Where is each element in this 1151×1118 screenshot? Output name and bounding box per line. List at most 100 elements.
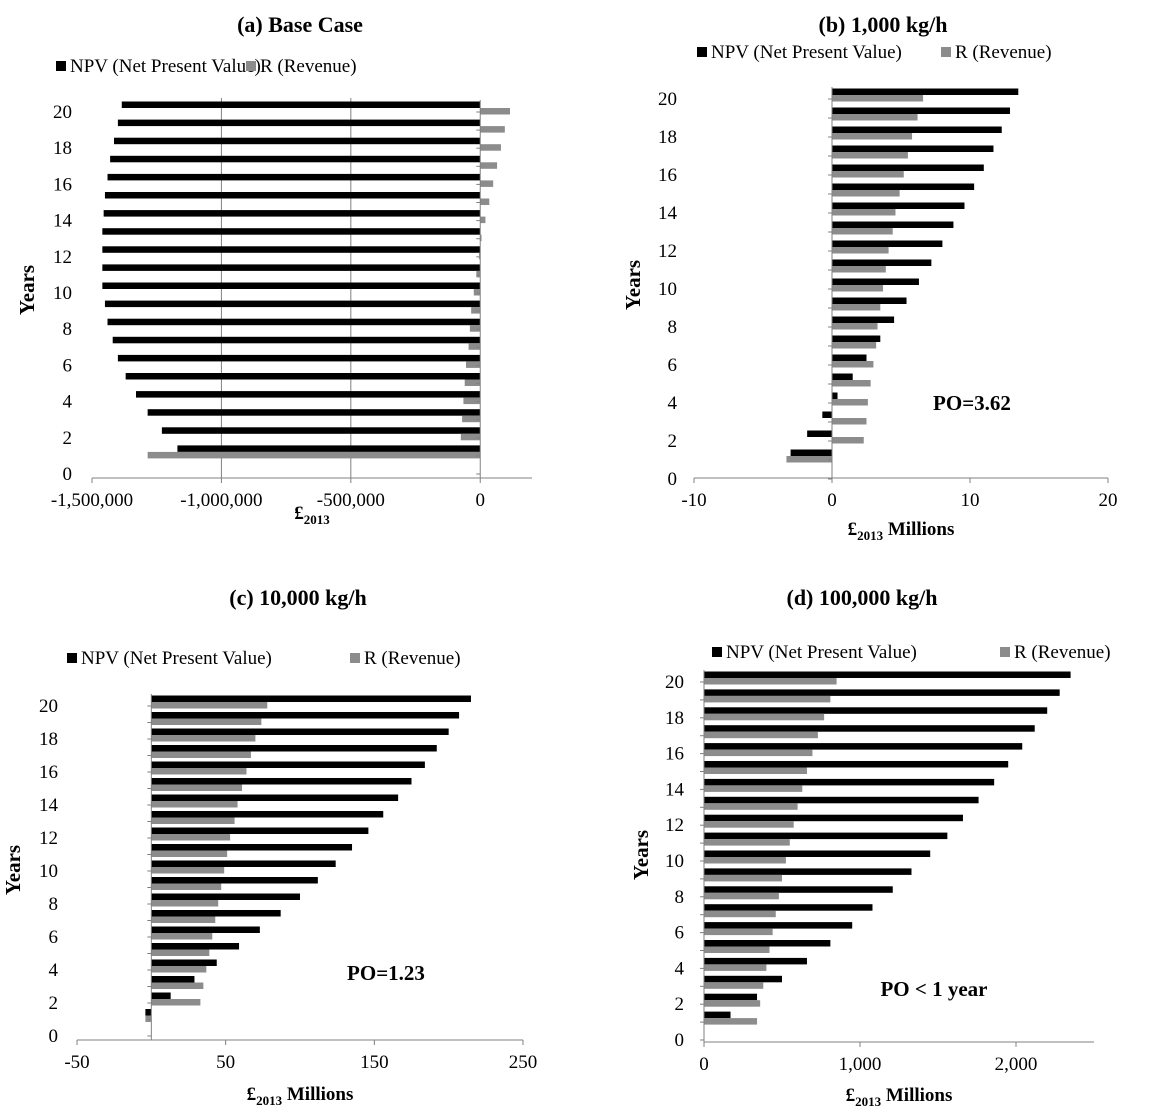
bar-revenue-year-19: [480, 126, 505, 133]
bar-npv-year-11: [151, 844, 353, 851]
bar-npv-year-15: [832, 183, 975, 190]
bar-revenue-year-6: [832, 361, 874, 368]
bar-npv-year-13: [151, 811, 384, 818]
bar-npv-year-3: [822, 411, 832, 418]
bar-revenue-year-17: [832, 152, 908, 159]
bar-revenue-year-2: [832, 437, 864, 444]
x-tick-label: -10: [681, 490, 706, 511]
bar-revenue-year-15: [704, 767, 807, 774]
bar-revenue-year-1: [786, 456, 832, 463]
bar-revenue-year-11: [704, 839, 790, 846]
legend-label-npv: NPV (Net Present Value): [726, 642, 917, 663]
chart-panel-a: (a) Base Case NPV (Net Present Value) R (R…: [15, 12, 532, 527]
y-axis-label: Years: [1, 845, 25, 895]
bar-npv-year-12: [832, 240, 943, 247]
bar-npv-year-17: [704, 725, 1035, 732]
bar-npv-year-12: [151, 827, 369, 834]
bar-revenue-year-8: [151, 900, 219, 907]
bar-npv-year-1: [177, 445, 481, 452]
bar-npv-year-7: [151, 910, 281, 917]
bar-npv-year-18: [704, 707, 1048, 714]
y-tick-label: 16: [39, 762, 58, 783]
y-tick-label: 4: [49, 960, 59, 981]
y-tick-label: 14: [658, 203, 678, 224]
bar-npv-year-6: [151, 926, 260, 933]
bar-revenue-year-6: [466, 361, 481, 368]
y-tick-label: 8: [49, 894, 59, 915]
legend-label-revenue: R (Revenue): [364, 648, 461, 669]
bar-npv-year-15: [104, 192, 481, 199]
bar-revenue-year-9: [471, 307, 481, 314]
y-tick-label: 10: [665, 851, 684, 872]
y-tick-label: 18: [665, 708, 684, 729]
bar-revenue-year-8: [469, 325, 481, 332]
bar-npv-year-4: [151, 959, 217, 966]
bar-revenue-year-18: [480, 144, 501, 151]
bar-npv-year-5: [832, 373, 853, 380]
chart-title: (a) Base Case: [237, 12, 363, 37]
y-tick-label: 0: [63, 464, 73, 485]
y-tick-label: 6: [49, 927, 59, 948]
y-tick-label: 10: [658, 279, 677, 300]
legend-label-npv: NPV (Net Present Value): [70, 56, 261, 77]
chart-title: (d) 100,000 kg/h: [787, 585, 938, 610]
bar-revenue-year-12: [704, 821, 794, 828]
bar-revenue-year-9: [151, 883, 222, 890]
bar-revenue-year-12: [832, 247, 889, 254]
chart-panel-b: (b) 1,000 kg/h NPV (Net Present Value) R (…: [621, 12, 1118, 543]
y-tick-label: 6: [668, 355, 678, 376]
y-axis-label: Years: [629, 830, 653, 880]
chart-panel-d: (d) 100,000 kg/h NPV (Net Present Value) R…: [629, 585, 1111, 1109]
x-tick-label: -1,500,000: [51, 490, 133, 511]
bar-revenue-year-10: [832, 285, 884, 292]
x-tick-label: 250: [509, 1052, 538, 1073]
bar-revenue-year-16: [151, 768, 247, 775]
y-axis-label: Years: [15, 265, 39, 315]
x-axis-label: £2013 Millions: [247, 1084, 354, 1108]
bar-revenue-year-6: [151, 933, 213, 940]
bar-revenue-year-14: [151, 801, 238, 808]
bar-npv-year-1: [145, 1009, 152, 1016]
bar-revenue-year-7: [832, 342, 877, 349]
legend-swatch-npv: [67, 653, 77, 663]
bar-npv-year-3: [151, 976, 195, 983]
y-tick-label: 20: [39, 696, 58, 717]
bar-npv-year-10: [832, 278, 919, 285]
bar-revenue-year-1: [145, 1015, 152, 1022]
bar-revenue-year-7: [151, 916, 216, 923]
payout-annotation: PO < 1 year: [880, 977, 987, 1001]
bar-revenue-year-5: [704, 946, 770, 953]
bar-npv-year-16: [832, 164, 984, 171]
bar-revenue-year-20: [151, 702, 268, 709]
chart-title: (b) 1,000 kg/h: [819, 12, 948, 37]
bar-revenue-year-10: [151, 867, 225, 874]
bar-revenue-year-2: [704, 1000, 761, 1007]
y-tick-label: 0: [675, 1030, 685, 1051]
bar-npv-year-6: [704, 922, 853, 929]
bar-npv-year-18: [832, 126, 1002, 133]
bar-npv-year-8: [704, 886, 893, 893]
y-tick-label: 8: [63, 319, 73, 340]
bar-npv-year-9: [104, 300, 481, 308]
y-tick-label: 4: [63, 392, 73, 413]
bar-npv-year-9: [704, 868, 912, 875]
bar-revenue-year-1: [704, 1018, 758, 1025]
bar-revenue-year-3: [462, 415, 481, 423]
bar-npv-year-19: [832, 107, 1011, 114]
bar-revenue-year-4: [704, 964, 767, 971]
bar-revenue-year-10: [473, 289, 481, 296]
bar-revenue-year-18: [832, 133, 913, 140]
y-tick-label: 2: [668, 431, 678, 452]
bar-npv-year-7: [704, 904, 873, 911]
bar-npv-year-19: [151, 712, 460, 719]
bar-npv-year-9: [832, 297, 907, 304]
bar-npv-year-15: [704, 761, 1009, 768]
y-tick-label: 12: [39, 828, 58, 849]
bar-revenue-year-3: [704, 982, 764, 989]
payout-annotation: PO=3.62: [933, 391, 1011, 415]
chart-panel-c: (c) 10,000 kg/h NPV (Net Present Value) R …: [1, 585, 537, 1108]
legend-label-npv: NPV (Net Present Value): [81, 648, 272, 669]
bar-revenue-year-20: [480, 108, 510, 115]
legend: NPV (Net Present Value) R (Revenue): [56, 56, 357, 77]
